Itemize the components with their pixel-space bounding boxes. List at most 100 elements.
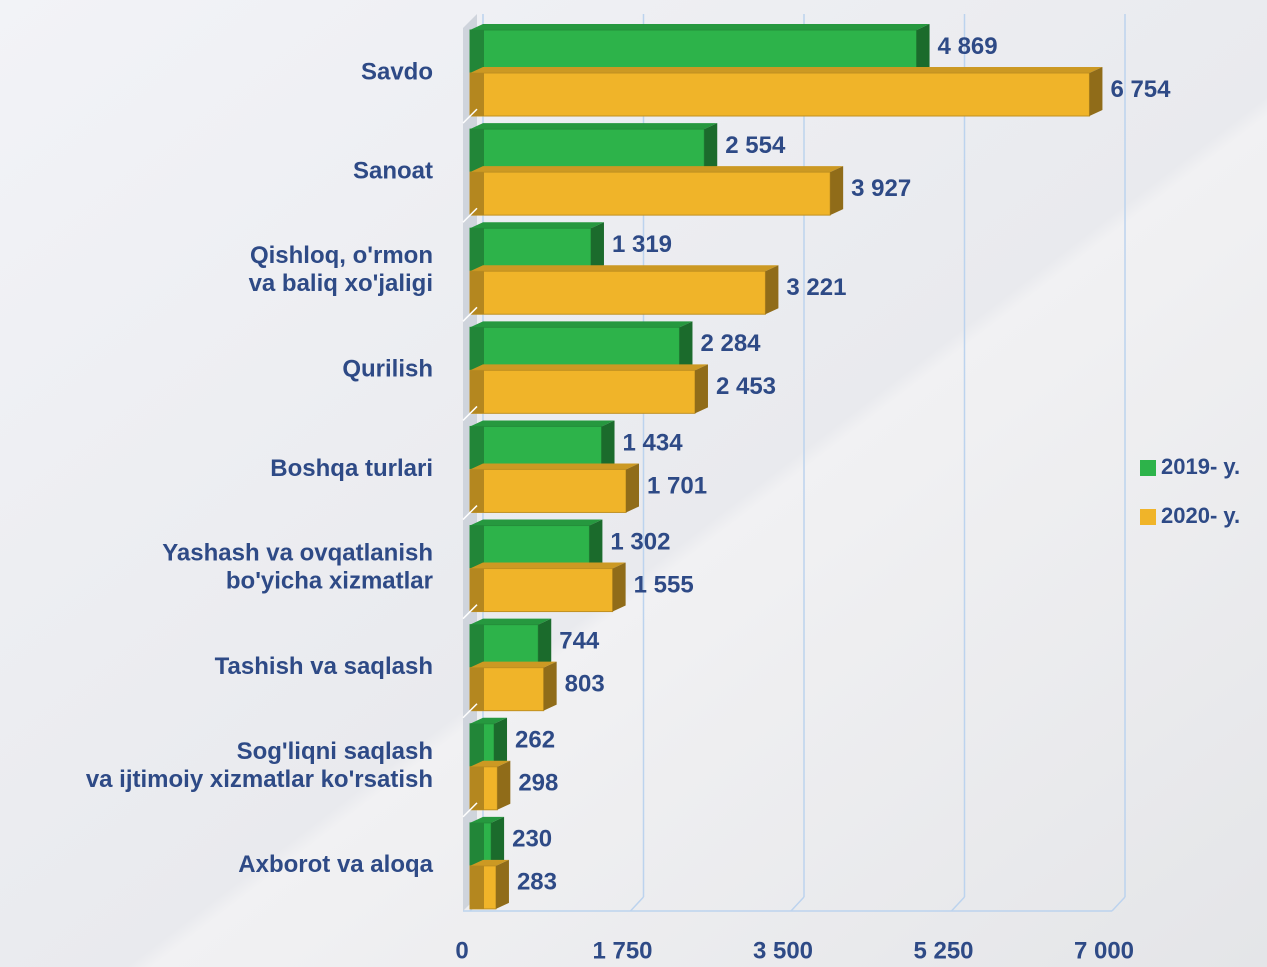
category-separator — [462, 802, 478, 818]
bar-side — [491, 816, 505, 866]
bar-top — [470, 222, 604, 229]
legend-swatch — [1140, 509, 1156, 525]
bar-side — [626, 463, 640, 513]
bar-edge — [470, 327, 484, 371]
bar-top — [470, 265, 779, 272]
bar-side — [612, 562, 626, 612]
bar-top — [470, 562, 626, 569]
bar-top — [470, 420, 615, 427]
value-label: 283 — [517, 869, 557, 896]
x-tick-label: 0 — [455, 937, 468, 964]
category-separator — [462, 405, 478, 421]
bar — [469, 171, 831, 216]
bar-edge — [470, 822, 484, 866]
value-label: 1 434 — [623, 429, 684, 456]
grid-foot — [629, 896, 645, 912]
bar — [469, 468, 627, 513]
bar-side — [694, 364, 708, 414]
category-separator — [462, 703, 478, 719]
bar-side — [916, 24, 930, 73]
value-label: 2 284 — [700, 330, 761, 357]
bar-side — [704, 123, 718, 173]
y-tick-label: Yashash va ovqatlanish bo'yicha xizmatlar — [162, 540, 433, 595]
y-tick-label: Qishloq, o'rmon va baliq xo'jaligi — [249, 243, 433, 298]
bar-side — [679, 321, 693, 371]
category-separator — [462, 505, 478, 521]
grid-foot — [790, 896, 805, 912]
bar-top — [470, 760, 511, 767]
bar-edge — [470, 624, 484, 668]
bar-top — [470, 859, 509, 866]
value-label: 6 754 — [1110, 76, 1171, 103]
bar-side — [497, 760, 511, 810]
bar-edge — [470, 723, 484, 767]
bar-top — [470, 364, 708, 371]
value-label: 2 554 — [725, 132, 786, 159]
bar-top — [470, 24, 930, 30]
x-tick-label: 7 000 — [1074, 937, 1134, 964]
bar-top — [470, 816, 505, 823]
y-tick-label: Savdo — [361, 58, 433, 85]
bar — [469, 128, 705, 173]
value-label: 1 555 — [634, 571, 694, 598]
bar-edge — [470, 129, 484, 173]
grid-foot — [1111, 896, 1126, 912]
value-label: 230 — [512, 826, 552, 853]
bar-edge — [470, 172, 484, 216]
category-separator — [462, 306, 478, 322]
bar — [469, 270, 766, 315]
bar — [469, 369, 696, 414]
legend-label: 2020- y. — [1161, 503, 1240, 528]
bar-top — [470, 717, 508, 724]
value-label: 3 927 — [851, 175, 911, 202]
legend-label: 2019- y. — [1161, 454, 1240, 479]
bar — [469, 326, 680, 371]
value-label: 1 302 — [610, 528, 670, 555]
bar-edge — [470, 30, 484, 73]
y-tick-label: Boshqa turlari — [270, 455, 433, 482]
value-label: 1 319 — [612, 231, 672, 258]
bar-side — [543, 661, 557, 711]
bar — [469, 568, 614, 613]
bar — [469, 425, 603, 470]
y-tick-label: Axborot va aloqa — [238, 851, 433, 878]
x-tick-label: 3 500 — [753, 937, 813, 964]
bar-edge — [470, 73, 484, 116]
y-tick-label: Sog'liqni saqlash va ijtimoiy xizmatlar k… — [86, 738, 433, 793]
value-label: 4 869 — [938, 33, 998, 60]
bar-side — [495, 859, 509, 909]
bar-top — [470, 519, 603, 526]
bar — [469, 72, 1090, 117]
bar-side — [1089, 67, 1103, 116]
bar-edge — [470, 766, 484, 810]
bar-edge — [470, 525, 484, 569]
x-tick-label: 5 250 — [913, 937, 973, 964]
y-tick-label: Sanoat — [353, 157, 433, 184]
y-tick-label: Qurilish — [342, 356, 433, 383]
bar-top — [470, 661, 557, 668]
bar-top — [470, 618, 552, 625]
bar — [469, 227, 592, 272]
bar-edge — [470, 228, 484, 272]
value-label: 3 221 — [786, 274, 846, 301]
bar-edge — [470, 865, 484, 909]
category-separator — [462, 604, 478, 620]
bar-side — [589, 519, 603, 569]
bar-top — [470, 123, 718, 130]
grid-foot — [950, 896, 966, 912]
bar-side — [830, 166, 844, 216]
bar-top — [470, 166, 844, 173]
bar-edge — [470, 667, 484, 711]
value-label: 803 — [565, 671, 605, 698]
bar-edge — [470, 426, 484, 470]
category-separator — [462, 108, 478, 124]
value-label: 1 701 — [647, 472, 707, 499]
bar-edge — [470, 469, 484, 513]
value-label: 2 453 — [716, 373, 776, 400]
bar-side — [494, 717, 508, 767]
category-separator — [462, 207, 478, 223]
legend-swatch — [1140, 460, 1156, 476]
bar-top — [470, 321, 693, 328]
bar — [469, 29, 918, 74]
